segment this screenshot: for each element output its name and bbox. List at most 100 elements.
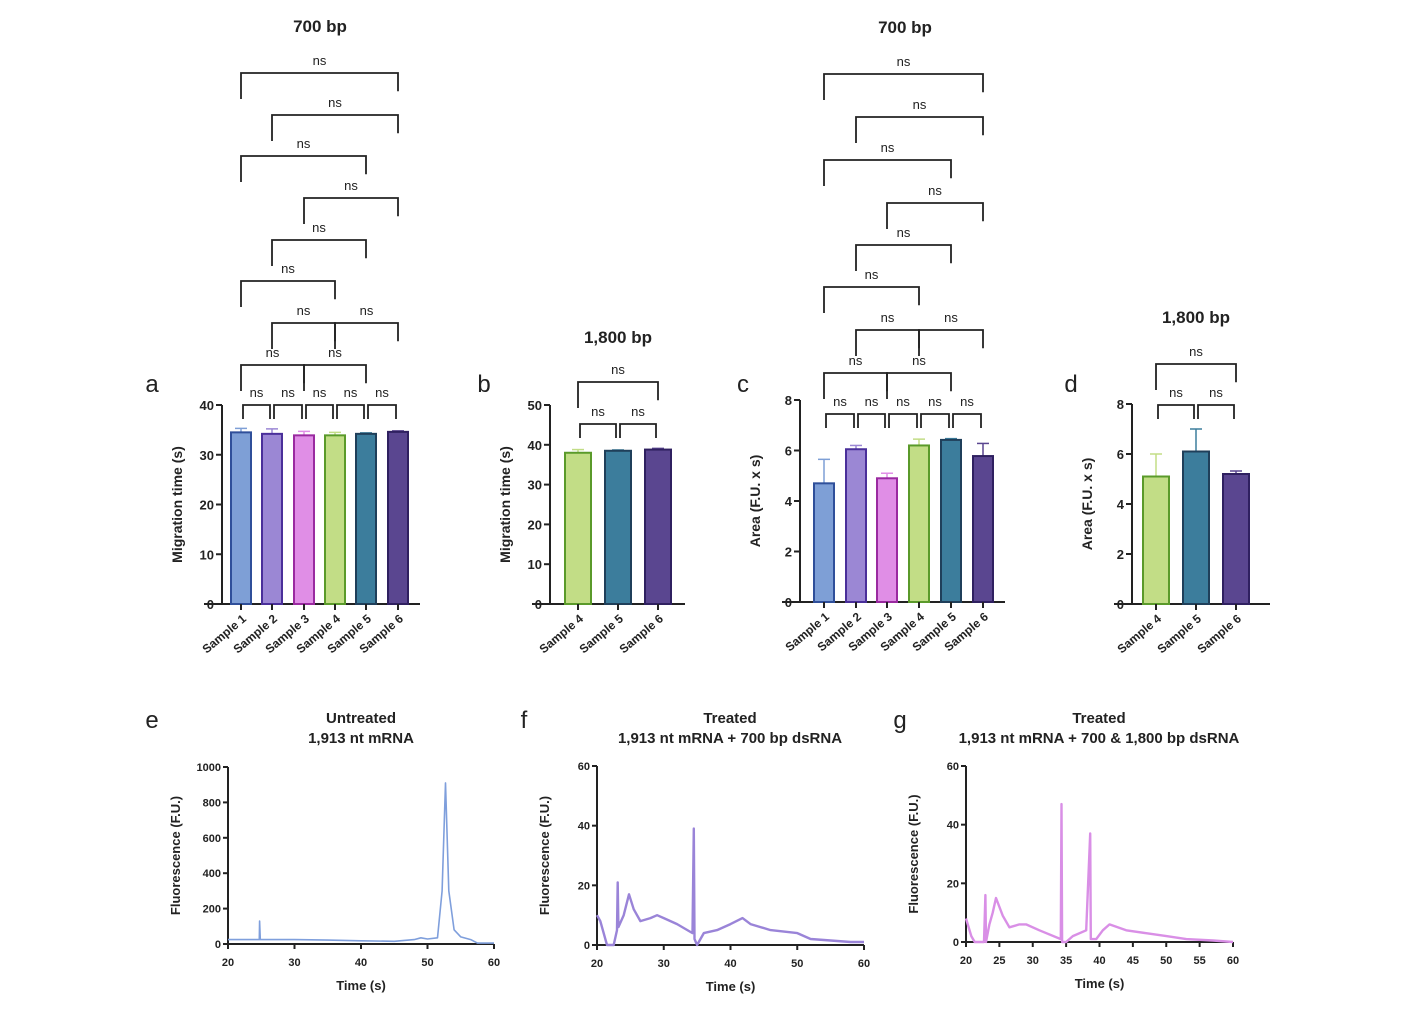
panel-label: f <box>521 707 528 734</box>
bar <box>355 432 377 606</box>
panel-label: a <box>145 371 159 398</box>
panel-g: g Treated 1,913 nt mRNA + 700 & 1,800 bp d… <box>893 707 1239 991</box>
significance-label: ns <box>631 404 645 419</box>
significance-bracket <box>334 322 399 349</box>
y-tick-label: 10 <box>200 547 214 562</box>
significance-bracket <box>619 423 657 438</box>
y-tick-label: 6 <box>785 444 792 459</box>
x-axis-label: Time (s) <box>336 978 386 993</box>
x-tick-label: 20 <box>960 955 972 967</box>
bar <box>293 434 315 605</box>
significance-label: ns <box>297 136 311 151</box>
significance-bracket <box>918 329 984 356</box>
significance-bracket <box>303 197 399 224</box>
significance-bracket <box>1155 363 1237 390</box>
significance-label: ns <box>897 54 911 69</box>
x-tick-label: 20 <box>591 958 603 970</box>
bar <box>813 482 835 604</box>
significance-bracket <box>1197 404 1235 419</box>
significance-label: ns <box>281 261 295 276</box>
significance-label: ns <box>313 385 327 400</box>
x-tick-label: 35 <box>1060 955 1072 967</box>
panel-label: b <box>477 371 490 398</box>
panel-label: c <box>737 371 749 398</box>
x-axis-label: Time (s) <box>1075 976 1125 991</box>
x-tick-label: 50 <box>791 958 803 970</box>
y-tick-label: 40 <box>528 438 542 453</box>
significance-label: ns <box>297 303 311 318</box>
significance-bracket <box>823 159 952 186</box>
significance-bracket <box>242 404 271 419</box>
y-tick-label: 40 <box>947 820 959 832</box>
significance-bracket <box>855 329 920 356</box>
significance-bracket <box>855 244 952 271</box>
significance-label: ns <box>928 394 942 409</box>
bar <box>972 455 994 603</box>
significance-label: ns <box>897 225 911 240</box>
y-tick-label: 30 <box>528 478 542 493</box>
panel-label: g <box>893 707 906 734</box>
y-axis-label: Area (F.U. x s) <box>747 455 763 548</box>
y-axis-label: Fluorescence (F.U.) <box>537 796 552 915</box>
significance-bracket <box>271 114 399 141</box>
significance-bracket <box>577 381 659 408</box>
significance-label: ns <box>344 178 358 193</box>
significance-label: ns <box>1209 385 1223 400</box>
y-tick-label: 4 <box>785 494 793 509</box>
chart-title: 1,800 bp <box>584 328 652 347</box>
significance-label: ns <box>281 385 295 400</box>
bar <box>644 448 672 605</box>
bar <box>1222 473 1250 605</box>
chart-title: 700 bp <box>293 17 347 36</box>
y-tick-label: 40 <box>578 821 590 833</box>
chart-title: Untreated <box>326 710 396 727</box>
y-tick-label: 2 <box>1117 547 1124 562</box>
significance-label: ns <box>944 310 958 325</box>
significance-label: ns <box>881 310 895 325</box>
y-tick-label: 400 <box>203 868 221 880</box>
y-tick-label: 6 <box>1117 447 1124 462</box>
x-tick-label: 55 <box>1194 955 1206 967</box>
significance-bracket <box>240 155 367 182</box>
y-tick-label: 20 <box>528 517 542 532</box>
y-tick-label: 50 <box>528 398 542 413</box>
y-tick-label: 0 <box>215 939 221 951</box>
significance-bracket <box>579 423 617 438</box>
significance-bracket <box>271 322 336 349</box>
significance-label: ns <box>312 220 326 235</box>
y-axis-label: Area (F.U. x s) <box>1079 458 1095 551</box>
y-tick-label: 10 <box>528 557 542 572</box>
y-tick-label: 20 <box>200 498 214 513</box>
chart-title: 1,913 nt mRNA <box>308 730 414 747</box>
bar <box>1182 450 1210 605</box>
x-tick-label: 50 <box>421 957 433 969</box>
y-tick-label: 2 <box>785 545 792 560</box>
y-tick-label: 800 <box>203 797 221 809</box>
y-tick-label: 200 <box>203 904 221 916</box>
x-tick-label: 30 <box>1027 955 1039 967</box>
x-tick-label: 30 <box>288 957 300 969</box>
significance-label: ns <box>328 95 342 110</box>
bar <box>876 477 898 603</box>
significance-bracket <box>886 202 984 229</box>
chart-title: 1,913 nt mRNA + 700 & 1,800 bp dsRNA <box>959 730 1240 747</box>
chart-title: Treated <box>1072 710 1125 727</box>
significance-bracket <box>823 286 920 313</box>
significance-label: ns <box>849 353 863 368</box>
significance-bracket <box>1157 404 1195 419</box>
significance-label: ns <box>266 345 280 360</box>
chart-title: 700 bp <box>878 18 932 37</box>
bar <box>940 438 962 603</box>
significance-bracket <box>920 413 950 428</box>
x-tick-label: Sample 6 <box>1195 611 1245 656</box>
significance-bracket <box>857 413 886 428</box>
x-tick-label: 40 <box>724 958 736 970</box>
significance-label: ns <box>611 362 625 377</box>
chart-title: Treated <box>703 710 756 727</box>
y-tick-label: 20 <box>947 878 959 890</box>
y-tick-label: 8 <box>1117 397 1124 412</box>
